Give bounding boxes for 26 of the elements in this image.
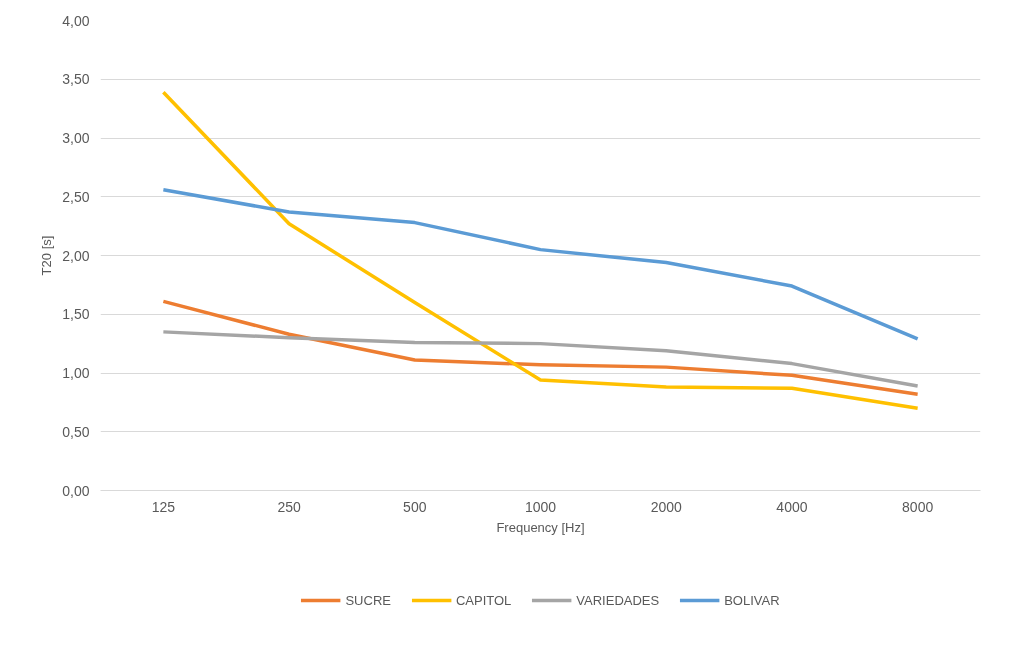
legend-label: BOLIVAR	[724, 592, 780, 608]
line-series	[161, 90, 920, 410]
y-tick-label: 0,50	[62, 423, 90, 440]
y-tick-label: 3,00	[62, 130, 90, 146]
y-tick-label: 0,00	[62, 482, 90, 499]
y-tick-label: 3,50	[62, 71, 90, 88]
y-tick-label: 1,50	[62, 306, 90, 323]
y-tick-label: 1,00	[62, 365, 90, 381]
x-axis-title: Frequency [Hz]	[496, 519, 585, 535]
y-tick-label: 2,00	[62, 247, 90, 264]
line-series	[161, 330, 920, 388]
legend-label: CAPITOL	[455, 592, 512, 608]
y-axis-title: T20 [s]	[39, 235, 55, 276]
x-tick-label: 500	[403, 498, 427, 515]
legend-label: SUCRE	[345, 592, 391, 608]
y-tick-label: 4,00	[62, 12, 90, 29]
line-series	[161, 299, 920, 396]
y-tick-label: 2,50	[62, 188, 90, 205]
x-tick-label: 125	[151, 498, 176, 515]
line-series	[161, 187, 920, 341]
x-tick-label: 2000	[650, 498, 682, 515]
legend-label: VARIEDADES	[576, 592, 660, 608]
x-tick-label: 1000	[524, 498, 557, 515]
x-tick-label: 8000	[902, 498, 934, 515]
x-tick-label: 250	[277, 498, 301, 515]
x-tick-label: 4000	[776, 498, 808, 515]
